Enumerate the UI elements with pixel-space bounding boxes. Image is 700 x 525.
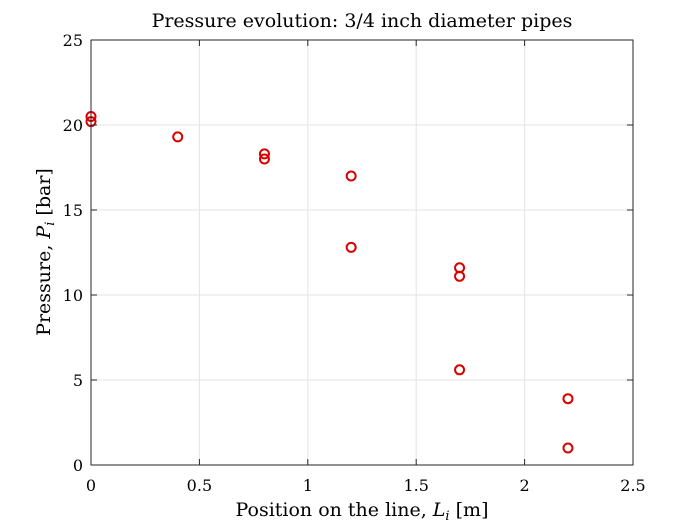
x-tick-label: 1.5	[403, 476, 428, 495]
y-axis-label-suffix: [bar]	[33, 168, 55, 221]
x-axis-label-prefix: Position on the line,	[236, 499, 433, 521]
x-tick-label: 2.5	[620, 476, 645, 495]
data-point	[258, 148, 270, 160]
data-point	[562, 393, 574, 405]
y-tick-label: 0	[73, 456, 83, 475]
grid-lines	[91, 40, 633, 465]
axes-frame	[90, 39, 634, 466]
y-axis-label-subscript: i	[43, 222, 58, 226]
data-point	[454, 364, 466, 376]
data-point	[562, 442, 574, 454]
axis-ticks	[90, 39, 634, 466]
data-point	[454, 270, 466, 282]
chart-title: Pressure evolution: 3/4 inch diameter pi…	[152, 10, 573, 32]
x-tick-label: 2	[520, 476, 530, 495]
x-tick-label: 0	[86, 476, 96, 495]
data-series	[85, 111, 574, 454]
y-axis-label-prefix: Pressure,	[33, 239, 55, 336]
x-axis-label-variable: L	[432, 499, 446, 521]
x-axis-label: Position on the line, Li [m]	[236, 499, 489, 524]
data-point	[172, 131, 184, 143]
x-axis-label-suffix: [m]	[450, 499, 489, 521]
y-tick-label: 15	[63, 201, 83, 220]
y-tick-label: 20	[63, 116, 83, 135]
tick-labels: 0 0.5 1 1.5 2 2.5 0 5 10 15 20 25	[63, 31, 646, 495]
data-point	[345, 241, 357, 253]
y-tick-label: 25	[63, 31, 83, 50]
x-tick-label: 0.5	[187, 476, 212, 495]
y-tick-label: 5	[73, 371, 83, 390]
x-axis-label-subscript: i	[445, 509, 449, 524]
y-axis-label-variable: P	[33, 225, 55, 240]
y-axis-label: Pressure, Pi [bar]	[33, 168, 58, 336]
data-point	[345, 170, 357, 182]
data-point	[258, 153, 270, 165]
x-tick-label: 1	[303, 476, 313, 495]
y-tick-label: 10	[63, 286, 83, 305]
